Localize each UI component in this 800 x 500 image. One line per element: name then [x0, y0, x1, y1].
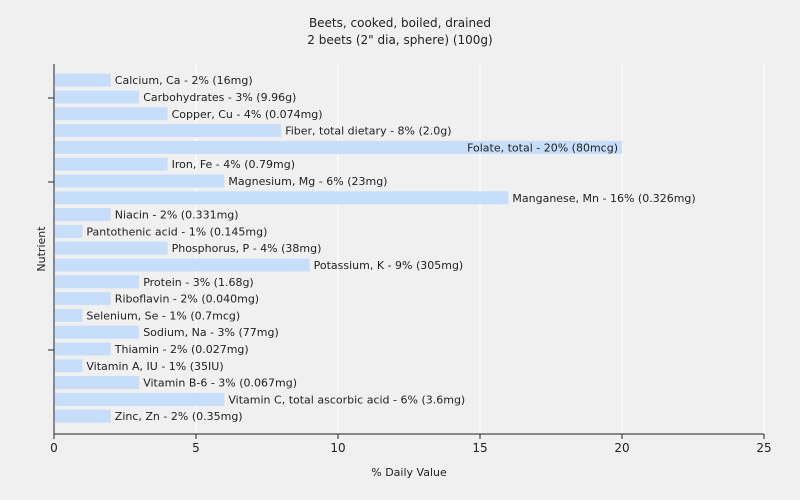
bar [55, 241, 168, 255]
y-axis-label: Nutrient [35, 226, 48, 272]
bar [55, 224, 83, 238]
bar-label: Vitamin C, total ascorbic acid - 6% (3.6… [228, 393, 465, 406]
bar [55, 392, 225, 406]
bar [55, 308, 83, 322]
x-tick-label: 5 [192, 441, 200, 455]
bar [55, 342, 111, 356]
bar-label: Vitamin B-6 - 3% (0.067mg) [143, 377, 297, 390]
bar [55, 157, 168, 171]
bar [55, 174, 225, 188]
bar [55, 140, 622, 154]
bar [55, 359, 83, 373]
x-tick-label: 10 [330, 441, 345, 455]
bar-label: Riboflavin - 2% (0.040mg) [115, 293, 259, 306]
bar-label: Carbohydrates - 3% (9.96g) [143, 91, 296, 104]
bars [55, 73, 622, 423]
bar-label: Zinc, Zn - 2% (0.35mg) [115, 410, 243, 423]
bar-label: Phosphorus, P - 4% (38mg) [172, 242, 322, 255]
bar-label: Protein - 3% (1.68g) [143, 276, 254, 289]
bar-label: Vitamin A, IU - 1% (35IU) [86, 360, 223, 373]
bar-label: Copper, Cu - 4% (0.074mg) [172, 108, 323, 121]
bar [55, 191, 509, 205]
bar-label: Magnesium, Mg - 6% (23mg) [228, 175, 387, 188]
bar-label: Manganese, Mn - 16% (0.326mg) [512, 192, 695, 205]
bar-label: Selenium, Se - 1% (0.7mcg) [86, 309, 240, 322]
chart-title: Beets, cooked, boiled, drained [309, 16, 491, 30]
bar-label: Pantothenic acid - 1% (0.145mg) [86, 225, 267, 238]
bar [55, 376, 140, 390]
bar [55, 107, 168, 121]
bar [55, 73, 111, 87]
x-tick-label: 25 [756, 441, 771, 455]
chart-subtitle: 2 beets (2" dia, sphere) (100g) [307, 33, 492, 47]
x-tick-label: 0 [50, 441, 58, 455]
bar-label: Niacin - 2% (0.331mg) [115, 209, 239, 222]
bar [55, 275, 140, 289]
bar [55, 409, 111, 423]
y-axis-ticks [48, 97, 54, 351]
bar [55, 325, 140, 339]
x-tick-label: 15 [472, 441, 487, 455]
bar [55, 124, 282, 138]
bar-label: Sodium, Na - 3% (77mg) [143, 326, 279, 339]
bar [55, 258, 310, 272]
bar-label: Potassium, K - 9% (305mg) [314, 259, 464, 272]
bar-label: Calcium, Ca - 2% (16mg) [115, 74, 253, 87]
bar-label: Iron, Fe - 4% (0.79mg) [172, 158, 295, 171]
bar [55, 208, 111, 222]
x-axis-label: % Daily Value [371, 466, 447, 479]
bar-label: Folate, total - 20% (80mcg) [467, 141, 618, 154]
bar [55, 90, 140, 104]
bar-label: Fiber, total dietary - 8% (2.0g) [285, 125, 451, 138]
x-tick-label: 20 [614, 441, 629, 455]
x-axis-ticks: 0 5 10 15 20 25 [50, 434, 772, 455]
bar-labels: Calcium, Ca - 2% (16mg) Carbohydrates - 3… [86, 74, 695, 423]
bar [55, 292, 111, 306]
bar-label: Thiamin - 2% (0.027mg) [114, 343, 249, 356]
